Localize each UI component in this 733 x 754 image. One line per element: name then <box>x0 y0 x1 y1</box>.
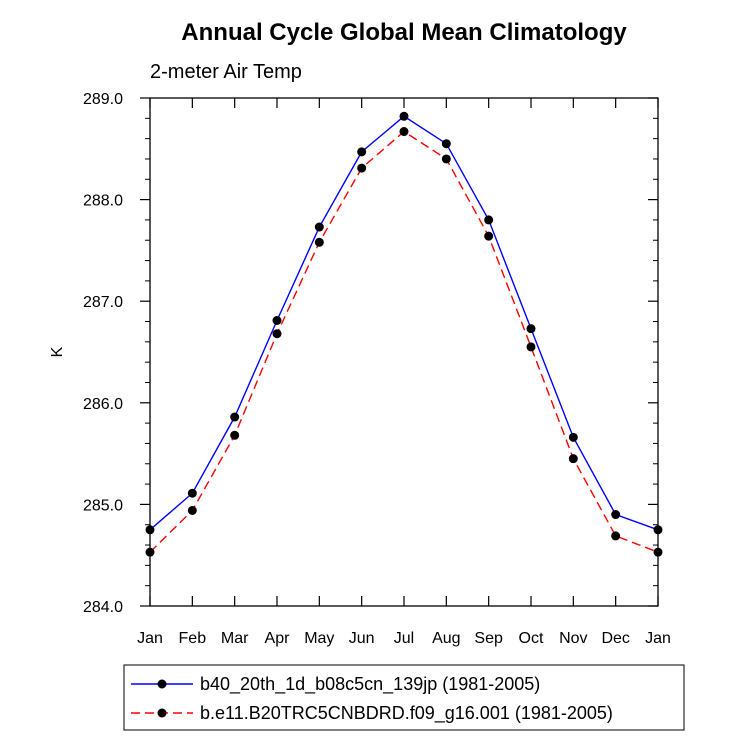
y-tick-label: 284.0 <box>83 599 123 616</box>
data-point <box>568 432 578 442</box>
y-tick-label: 286.0 <box>83 396 123 413</box>
data-point <box>314 237 324 247</box>
data-point <box>526 324 536 334</box>
data-point <box>441 139 451 149</box>
y-tick-label: 285.0 <box>83 497 123 514</box>
y-tick-label: 288.0 <box>83 193 123 210</box>
data-point <box>145 547 155 557</box>
data-point <box>611 531 621 541</box>
x-tick-label: Jul <box>394 630 414 647</box>
y-tick-label: 289.0 <box>83 91 123 108</box>
chart-title: Annual Cycle Global Mean Climatology <box>181 19 627 46</box>
data-point <box>653 525 663 535</box>
data-point <box>399 111 409 121</box>
x-tick-label: Jan <box>137 630 163 647</box>
series-layer <box>145 111 663 557</box>
legend-marker <box>157 708 167 718</box>
data-point <box>357 163 367 173</box>
data-point <box>611 510 621 520</box>
x-tick-label: Dec <box>601 630 629 647</box>
data-point <box>357 147 367 157</box>
x-tick-label: Mar <box>221 630 249 647</box>
legend-label: b.e11.B20TRC5CNBDRD.f09_g16.001 (1981-20… <box>200 703 613 724</box>
legend-box <box>123 664 685 731</box>
x-tick-label: Oct <box>519 630 544 647</box>
x-tick-label: Jun <box>349 630 375 647</box>
axis-ticks: Jan Feb Mar Apr May Jun Jul Aug Sep Oct Nov Dec Jan 2… <box>83 91 671 647</box>
x-tick-label: May <box>304 630 334 647</box>
x-tick-label: Apr <box>265 630 291 647</box>
series-line <box>149 115 659 531</box>
legend: b40_20th_1d_b08c5cn_139jp (1981-2005) b.e… <box>123 664 685 731</box>
data-point <box>314 222 324 232</box>
legend-marker <box>157 679 167 689</box>
y-axis-label: K <box>49 346 66 357</box>
x-tick-label: Aug <box>432 630 460 647</box>
data-point <box>187 505 197 515</box>
x-tick-label: Nov <box>559 630 587 647</box>
data-point <box>272 316 282 326</box>
data-point <box>399 127 409 137</box>
data-point <box>526 342 536 352</box>
data-point <box>230 430 240 440</box>
data-point <box>653 547 663 557</box>
legend-label: b40_20th_1d_b08c5cn_139jp (1981-2005) <box>200 674 540 695</box>
data-point <box>145 525 155 535</box>
x-tick-label: Jan <box>645 630 671 647</box>
data-point <box>568 454 578 464</box>
x-tick-label: Sep <box>474 630 503 647</box>
plot-frame <box>149 97 659 607</box>
data-point <box>441 154 451 164</box>
data-point <box>272 329 282 339</box>
x-tick-label: Feb <box>179 630 207 647</box>
data-point <box>484 231 494 241</box>
data-point <box>187 488 197 498</box>
y-tick-label: 287.0 <box>83 294 123 311</box>
data-point <box>230 412 240 422</box>
data-point <box>484 215 494 225</box>
chart-subtitle: 2-meter Air Temp <box>150 61 302 83</box>
series-line <box>149 130 659 553</box>
